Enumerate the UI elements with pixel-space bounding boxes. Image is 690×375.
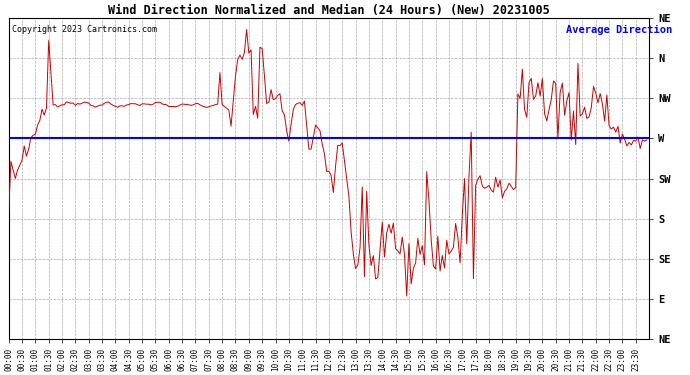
Title: Wind Direction Normalized and Median (24 Hours) (New) 20231005: Wind Direction Normalized and Median (24… — [108, 4, 550, 17]
Text: Copyright 2023 Cartronics.com: Copyright 2023 Cartronics.com — [12, 25, 157, 34]
Text: Average Direction: Average Direction — [566, 25, 672, 35]
